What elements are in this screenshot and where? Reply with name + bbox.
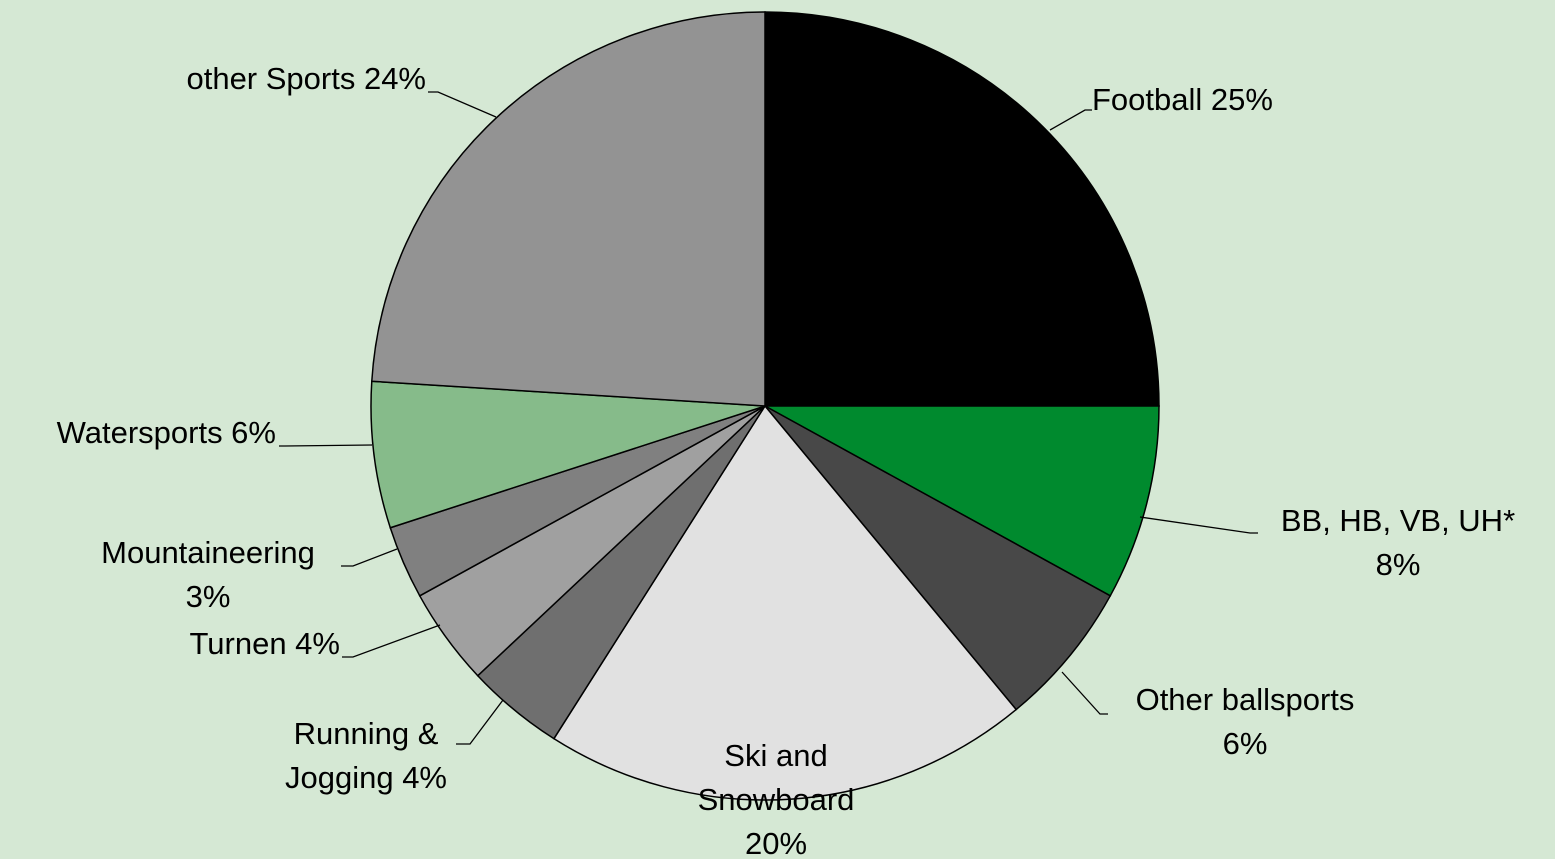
data-label-line: Football 25%: [1092, 82, 1273, 117]
leader-line-football: [1049, 109, 1092, 131]
pie-slice-ski-and-snowboard: [552, 404, 1018, 801]
data-label-running-jogging: Running & Jogging 4%: [285, 716, 447, 795]
data-label-turnen: Turnen 4%: [190, 626, 341, 661]
data-label-line: Other ballsports: [1136, 682, 1355, 717]
data-label-line: 20%: [745, 826, 807, 859]
data-label-other-ballsports: Other ballsports 6%: [1136, 682, 1355, 761]
pie-slices: [370, 11, 1160, 801]
leader-line-bb-hb-vb-uh: [1139, 516, 1258, 534]
data-label-line: 6%: [1223, 726, 1268, 761]
data-label-football: Football 25%: [1092, 82, 1273, 117]
data-label-ski-and-snowboard: Ski and Snowboard 20%: [698, 738, 855, 859]
leader-line-watersports: [279, 444, 373, 447]
data-label-other-sports: other Sports 24%: [186, 61, 426, 96]
data-label-line: Turnen 4%: [190, 626, 341, 661]
data-label-line: Running &: [294, 716, 439, 751]
leader-line-other-sports: [428, 91, 497, 118]
leader-line-turnen: [342, 624, 441, 658]
pie-slice-other-ballsports: [764, 405, 1112, 711]
data-label-mountaineering: Mountaineering 3%: [101, 535, 315, 614]
data-label-line: Ski and: [724, 738, 827, 773]
data-label-line: BB, HB, VB, UH*: [1281, 503, 1515, 538]
data-label-line: other Sports 24%: [186, 61, 426, 96]
data-label-line: 8%: [1376, 547, 1421, 582]
data-label-line: Jogging 4%: [285, 760, 447, 795]
data-label-line: Snowboard: [698, 782, 855, 817]
data-label-watersports: Watersports 6%: [57, 415, 276, 450]
pie-slice-watersports: [370, 380, 766, 529]
pie-slice-football: [764, 11, 1160, 407]
data-label-line: Watersports 6%: [57, 415, 276, 450]
leader-line-running-jogging: [456, 699, 504, 745]
data-label-line: 3%: [186, 579, 231, 614]
data-label-bb-hb-vb-uh: BB, HB, VB, UH* 8%: [1281, 503, 1515, 582]
data-labels: Football 25% BB, HB, VB, UH* 8% Other balls…: [57, 61, 1516, 859]
leader-line-mountaineering: [341, 548, 398, 567]
leader-line-other-ballsports: [1061, 671, 1108, 715]
leader-lines: [279, 91, 1258, 745]
pie-slice-bb-hb-vb-uh: [764, 405, 1160, 597]
data-label-line: Mountaineering: [101, 535, 315, 570]
pie-slice-other-sports: [370, 11, 766, 407]
